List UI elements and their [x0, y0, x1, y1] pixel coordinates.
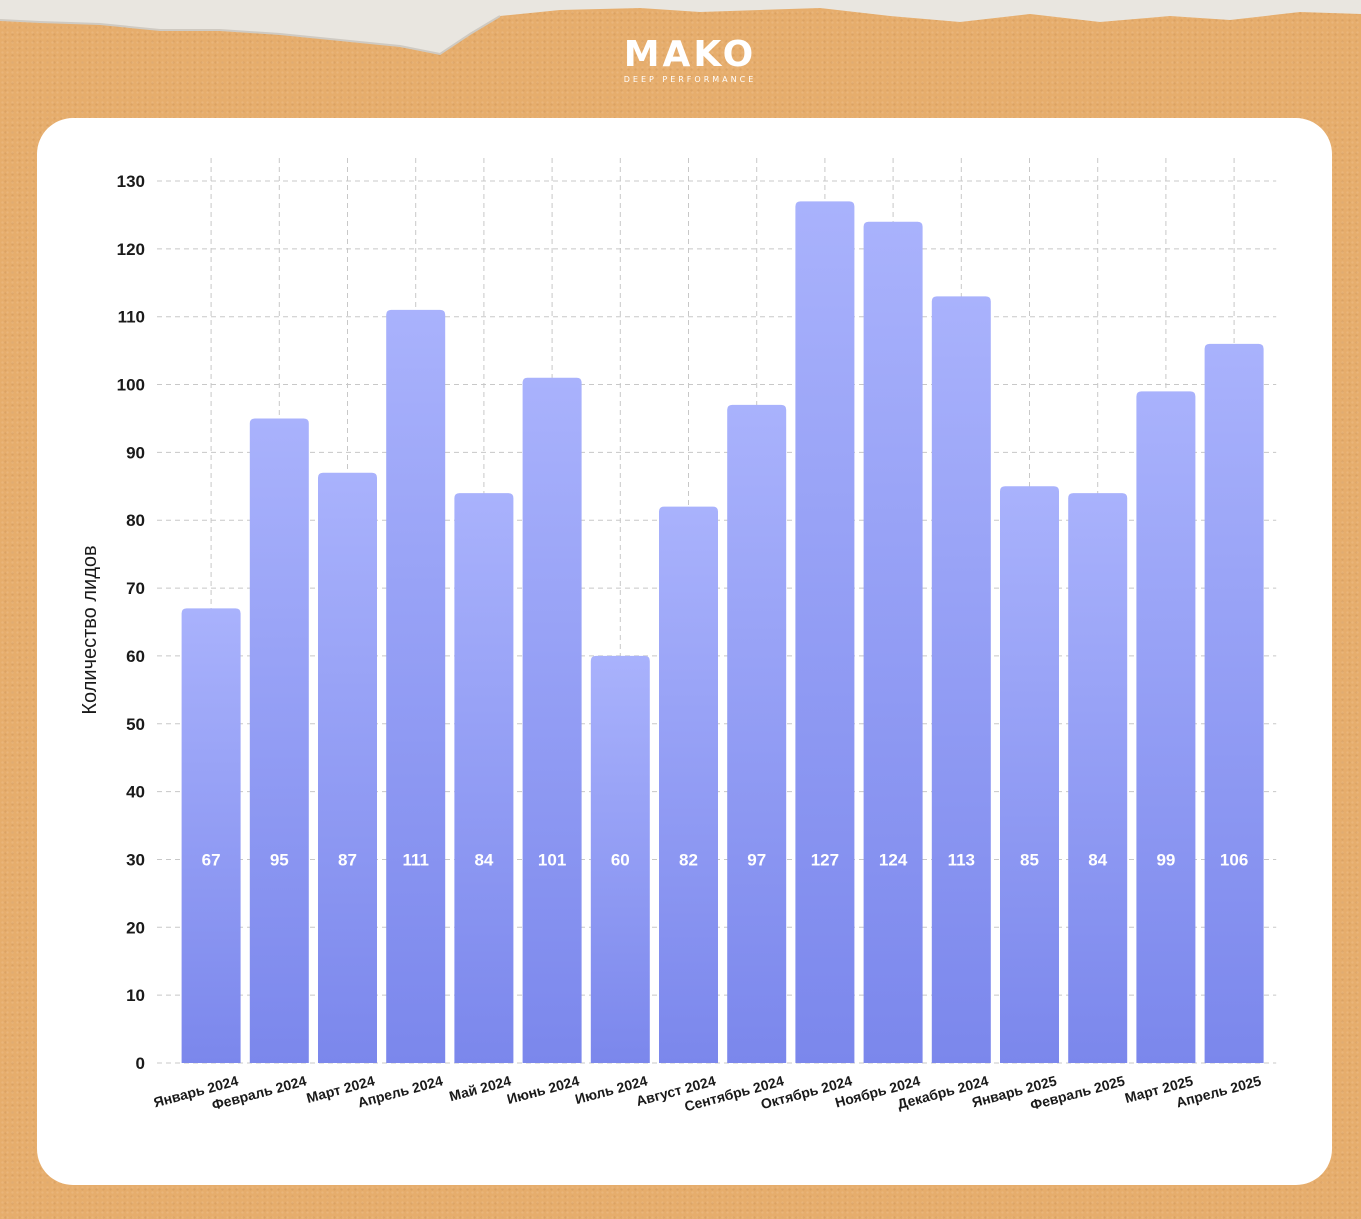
bar	[1068, 493, 1128, 1064]
logo-wordmark: MAKO	[623, 34, 757, 75]
y-tick-label: 10	[126, 986, 145, 1005]
y-tick-label: 130	[117, 172, 145, 191]
bar	[1204, 343, 1264, 1063]
y-tick-label: 50	[126, 715, 145, 734]
bar	[659, 506, 718, 1064]
bar-value-label: 60	[611, 850, 630, 869]
y-tick-label: 120	[117, 240, 145, 259]
bar-value-label: 97	[747, 850, 766, 869]
y-tick-label: 80	[126, 511, 145, 530]
bar-value-label: 87	[338, 850, 357, 869]
y-tick-label: 110	[118, 308, 145, 327]
mako-logo: MAKO DEEP PERFORMANCE	[600, 36, 780, 92]
y-tick-label: 60	[126, 647, 145, 666]
bar	[931, 296, 991, 1063]
bar	[249, 418, 309, 1063]
bar	[386, 309, 446, 1063]
bar-value-label: 84	[1088, 850, 1107, 869]
bar-value-label: 111	[402, 850, 429, 869]
y-tick-label: 70	[126, 579, 145, 598]
bar-value-label: 84	[474, 850, 493, 869]
bar-value-label: 85	[1020, 850, 1039, 869]
y-tick-label: 20	[126, 918, 145, 937]
bar-value-label: 127	[811, 850, 839, 869]
y-tick-label: 90	[126, 443, 145, 462]
bar	[522, 377, 582, 1063]
bar	[181, 608, 241, 1063]
bar	[1000, 486, 1059, 1063]
torn-paper-decoration	[0, 0, 1361, 56]
bar	[1136, 391, 1196, 1063]
y-tick-label: 100	[117, 376, 145, 395]
bar	[727, 404, 787, 1063]
x-tick-label: Май 2024	[447, 1072, 512, 1104]
bar-value-label: 101	[538, 850, 566, 869]
bar	[795, 201, 855, 1063]
y-tick-label: 40	[126, 783, 145, 802]
bar	[318, 472, 377, 1063]
bar-value-label: 124	[879, 850, 908, 869]
y-tick-label: 30	[126, 850, 145, 869]
y-axis-title: Количество лидов	[79, 545, 101, 714]
bar-value-label: 82	[679, 850, 698, 869]
logo-tagline: DEEP PERFORMANCE	[623, 75, 757, 84]
x-tick-label: Июнь 2024	[505, 1072, 581, 1107]
bar-value-label: 99	[1156, 850, 1175, 869]
bar	[863, 221, 923, 1063]
bar-value-label: 106	[1220, 850, 1248, 869]
bar-value-label: 95	[270, 850, 289, 869]
bars	[181, 201, 1264, 1064]
bar	[454, 493, 514, 1064]
bar-value-label: 113	[948, 850, 975, 869]
bar-value-label: 67	[202, 850, 221, 869]
y-tick-label: 0	[136, 1054, 145, 1073]
chart-card: 0 10 20 30 40 50 60 70 80 90 100 110 120 130 67 Январь …	[37, 118, 1332, 1185]
bar	[590, 655, 650, 1063]
bar-chart: 010203040506070809010011012013067Январь …	[79, 158, 1277, 1114]
